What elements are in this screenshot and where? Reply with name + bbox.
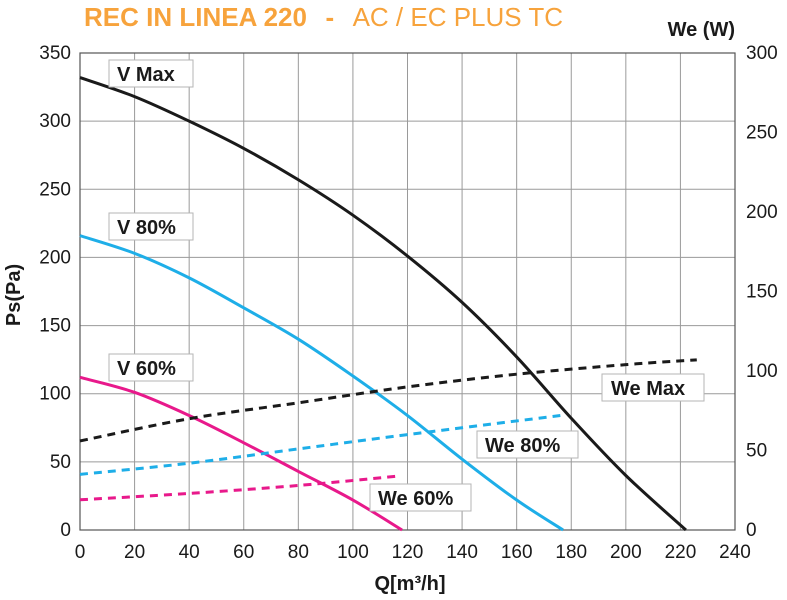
y-axis-label: Ps(Pa) (3, 264, 25, 326)
y2-tick-label: 300 (746, 43, 778, 64)
label-we-max: We Max (601, 373, 705, 402)
label-v-max: V Max (108, 59, 194, 88)
series-we-60-line (79, 474, 400, 502)
x-tick-label: 20 (124, 542, 145, 563)
label-v-80-text: V 80% (117, 217, 176, 239)
title-separator: - (325, 2, 334, 32)
x-tick-label: 140 (446, 542, 478, 563)
label-we-80: We 80% (476, 430, 579, 459)
y-tick-label: 100 (39, 384, 71, 405)
tick-labels: 0 20 40 60 80 100 120 140 160 180 200 220 2400501001… (39, 43, 777, 563)
series-v-max-line (79, 76, 687, 532)
x-tick-label: 200 (610, 542, 642, 563)
y2-tick-label: 50 (746, 441, 767, 462)
y-tick-label: 200 (39, 247, 71, 268)
y-tick-label: 350 (39, 43, 71, 64)
label-we-80-text: We 80% (485, 435, 560, 457)
label-we-max-text: We Max (611, 378, 685, 400)
x-axis-label: Q[m³/h] (374, 573, 445, 595)
label-v-80: V 80% (108, 212, 194, 241)
x-tick-label: 60 (233, 542, 254, 563)
x-tick-label: 120 (392, 542, 424, 563)
y2-axis-label: We (W) (668, 19, 735, 41)
grid (79, 52, 736, 531)
y2-tick-label: 100 (746, 361, 778, 382)
x-tick-label: 80 (288, 542, 309, 563)
y2-tick-label: 0 (746, 520, 757, 541)
label-we-60-text: We 60% (378, 488, 453, 510)
x-tick-label: 0 (75, 542, 86, 563)
y-tick-label: 0 (60, 520, 71, 541)
y2-tick-label: 150 (746, 282, 778, 303)
label-v-max-text: V Max (117, 64, 175, 86)
label-we-60: We 60% (369, 483, 472, 512)
series-we-80-line (79, 414, 561, 476)
y2-tick-label: 200 (746, 202, 778, 223)
x-tick-label: 160 (501, 542, 533, 563)
x-tick-label: 40 (179, 542, 200, 563)
y-tick-label: 300 (39, 111, 71, 132)
x-tick-label: 180 (555, 542, 587, 563)
curves (79, 76, 697, 532)
label-v-60-text: V 60% (117, 358, 176, 380)
y2-tick-label: 250 (746, 123, 778, 144)
x-tick-label: 240 (719, 542, 751, 563)
label-v-60: V 60% (108, 353, 194, 382)
y-tick-label: 250 (39, 179, 71, 200)
y-tick-label: 50 (50, 452, 71, 473)
series-v-60-line (79, 375, 403, 532)
x-tick-label: 220 (665, 542, 697, 563)
title-sub: AC / EC PLUS TC (353, 2, 563, 32)
y-tick-label: 150 (39, 316, 71, 337)
x-tick-label: 100 (337, 542, 369, 563)
series-v-80-line (79, 234, 564, 532)
title-main: REC IN LINEA 220 (84, 2, 307, 32)
chart-title: REC IN LINEA 220 - AC / EC PLUS TC (84, 2, 563, 32)
plot-frame (79, 52, 736, 531)
